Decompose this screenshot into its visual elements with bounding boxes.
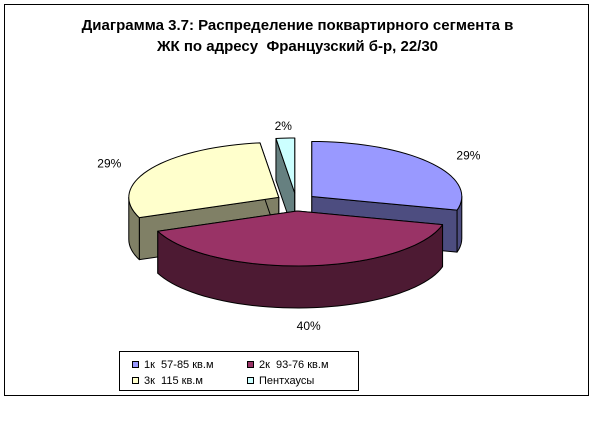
pie-top-1k (311, 140, 463, 211)
pie-labels: 2% 29% 29% 40% (97, 119, 480, 333)
pie-chart: 2% 29% 29% 40% (97, 119, 480, 333)
chart-title-line-2: ЖК по адресу Французский б-р, 22/30 (156, 38, 439, 55)
legend-label-2k: 2к 93-76 кв.м (259, 359, 329, 371)
pie-top-2k (157, 210, 444, 267)
pie-top-penthouses (275, 137, 296, 194)
pie-slices (128, 137, 463, 309)
pie-label-2k: 40% (297, 319, 321, 333)
legend-swatch-penthouses (247, 377, 254, 384)
chart-title-line-1: Диаграмма 3.7: Распределение поквартирно… (81, 17, 514, 34)
legend-item-penthouses: Пентхаусы (247, 374, 314, 388)
pie-label-3k: 29% (97, 156, 121, 170)
pie-label-1k: 29% (456, 148, 480, 162)
pie-label-penthouses: 2% (275, 119, 293, 133)
legend-label-1k: 1к 57-85 кв.м (144, 359, 214, 371)
legend-item-1k: 1к 57-85 кв.м (132, 358, 214, 372)
chart-frame (4, 4, 589, 396)
legend-item-3k: 3к 115 кв.м (132, 374, 203, 388)
legend-swatch-1k (132, 361, 139, 368)
pie-top-3k (128, 142, 280, 219)
legend-label-penthouses: Пентхаусы (259, 375, 315, 387)
legend-label-3k: 3к 115 кв.м (144, 375, 203, 387)
chart-legend: 1к 57-85 кв.м 2к 93-76 кв.м 3к 115 кв.м … (119, 351, 359, 391)
legend-swatch-3k (132, 377, 139, 384)
legend-swatch-2k (247, 361, 254, 368)
legend-item-2k: 2к 93-76 кв.м (247, 358, 329, 372)
pie-slice-2k (157, 210, 444, 309)
chart-title: Диаграмма 3.7: Распределение поквартирно… (0, 15, 595, 57)
